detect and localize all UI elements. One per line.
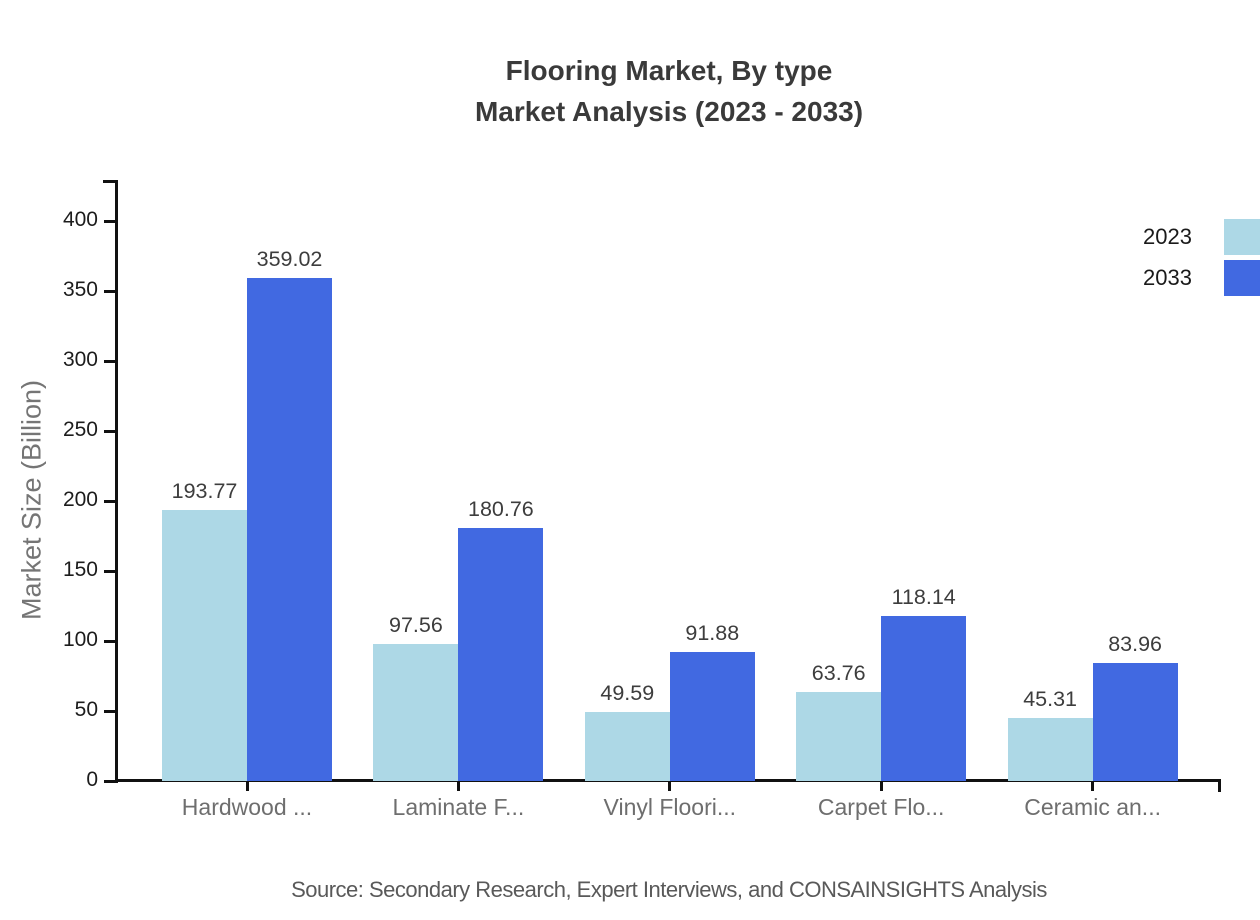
y-tick [104,569,116,573]
y-tick [104,429,116,433]
y-tick [104,359,116,363]
chart-title-line2: Market Analysis (2023 - 2033) [474,96,864,127]
y-axis-end-tick [103,180,116,183]
x-axis-end-tick [1218,779,1221,792]
bar-2023-1 [162,509,247,781]
bar-value-label: 91.88 [685,621,740,646]
y-tick-label: 350 [62,278,98,301]
y-tick [104,219,116,223]
y-tick-label: 250 [62,418,98,441]
bar-2033-4 [881,615,967,781]
x-tick [879,781,883,791]
x-category-label: Carpet Flo... [817,794,945,820]
bar-2033-5 [1092,663,1178,781]
x-tick [668,781,672,791]
bar-2023-4 [796,691,882,781]
legend-label-2023: 2023 [1143,224,1192,249]
x-category-label: Hardwood ... [181,794,313,820]
bar-value-label: 63.76 [811,660,866,685]
y-axis-line [115,180,118,783]
y-tick-label: 50 [74,698,98,721]
bar-value-label: 180.76 [468,496,534,521]
y-tick [104,779,116,783]
bar-value-label: 83.96 [1108,632,1162,657]
chart-title-line1: Flooring Market, By type [505,55,833,86]
y-tick [104,639,116,643]
legend: 2023 2033 [1143,219,1260,301]
y-tick-label: 200 [62,488,98,511]
legend-swatch-2023-icon [1224,219,1260,255]
y-tick [104,499,116,503]
x-tick [1091,781,1095,791]
y-tick-label: 0 [86,768,98,791]
bar-value-label: 97.56 [388,613,443,638]
y-tick-label: 100 [62,628,98,651]
bar-2023-5 [1007,717,1093,781]
bar-2023-2 [373,644,459,781]
y-tick-label: 400 [62,208,98,231]
bar-2033-1 [247,278,332,781]
bar-value-label: 45.31 [1023,686,1077,711]
legend-item-2033: 2033 [1143,260,1260,296]
bar-2023-3 [584,711,670,781]
y-tick [104,289,116,293]
y-tick-label: 300 [62,348,98,371]
legend-item-2023: 2023 [1143,219,1260,255]
legend-label-2033: 2033 [1143,265,1192,290]
bar-2033-3 [669,652,755,781]
bar-2033-2 [458,527,544,781]
bar-value-label: 49.59 [600,680,655,705]
x-tick [456,781,460,791]
y-tick [104,709,116,713]
bar-value-label: 118.14 [891,584,956,609]
y-tick-label: 150 [62,558,98,581]
source-note: Source: Secondary Research, Expert Inter… [291,877,1047,902]
legend-swatch-2033-icon [1224,260,1260,296]
x-category-label: Vinyl Floori... [603,794,737,820]
chart-title: Flooring Market, By type Market Analysis… [117,50,1221,132]
x-category-label: Laminate F... [392,794,525,820]
bar-value-label: 193.77 [171,478,238,503]
bar-value-label: 359.02 [256,247,323,272]
x-tick [245,781,249,791]
x-category-label: Ceramic an... [1024,794,1161,820]
